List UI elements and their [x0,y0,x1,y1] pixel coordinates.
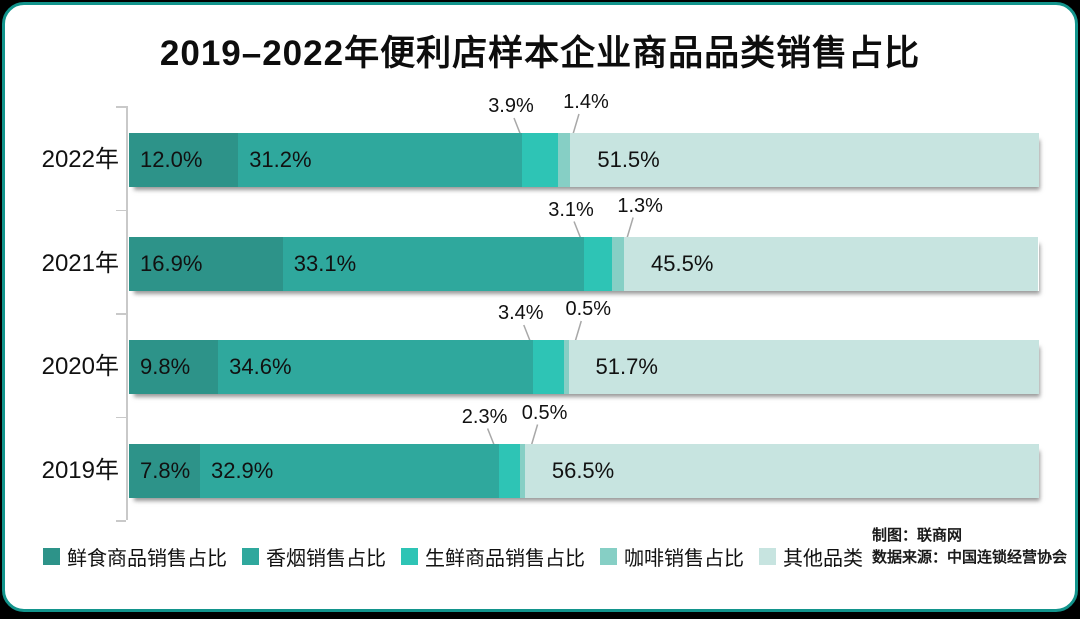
value-label: 45.5% [651,250,714,276]
bar-segment [624,236,1039,291]
bar-segment [129,340,219,394]
category-label: 2021年 [41,249,119,277]
callout-label: 3.4% [497,302,544,324]
legend-label: 香烟销售占比 [266,548,386,570]
legend-item: 其他品类 [759,542,863,571]
legend-label: 其他品类 [783,548,863,570]
bar-segment [282,236,584,291]
axis-tick [116,520,126,522]
bar-segment [129,443,200,498]
legend-item: 咖啡销售占比 [600,542,744,571]
bar-segment [568,340,1039,394]
bar-segment [557,133,571,187]
callout-label: 1.3% [617,194,663,217]
value-label: 34.6% [229,354,292,379]
bar-segment [563,340,569,394]
bar-segment [520,443,525,498]
credits: 制图：联商网 数据来源：中国连锁经营协会 [872,525,1067,569]
value-label: 7.8% [140,457,191,483]
legend-swatch-icon [242,548,259,565]
legend-swatch-icon [43,548,60,565]
callout-label: 0.5% [521,401,568,424]
value-label: 32.9% [210,457,274,483]
value-label: 16.9% [140,250,203,276]
legend-swatch-icon [759,548,776,565]
legend-item: 香烟销售占比 [242,542,386,571]
callout-label: 3.9% [488,95,534,117]
stacked-bar-chart: 2022年 12.0% 31.2% 3.9% 1.4% 51.5% 2021年 16.9% 33… [5,5,1075,609]
y-axis-line [126,106,128,520]
legend-item: 生鲜商品销售占比 [401,542,585,571]
value-label: 56.5% [551,457,615,483]
bar-segment [218,340,534,394]
legend-swatch-icon [401,548,418,565]
bar-segment [533,340,564,394]
bar-segment [129,236,283,291]
bar-segment [524,443,1039,498]
category-label: 2022年 [41,146,119,173]
bar-row [129,133,1039,187]
axis-tick [116,106,126,108]
axis-tick [116,209,126,211]
credit-author-line: 制图：联商网 [872,527,963,544]
bar-segment [199,443,500,498]
legend-label: 生鲜商品销售占比 [425,548,585,570]
callout-label: 0.5% [565,298,612,320]
credit-source-line: 数据来源：中国连锁经营协会 [872,549,1068,566]
bar-row [129,443,1039,498]
value-label: 33.1% [293,250,357,276]
bar-row [129,340,1039,394]
callout-label: 1.4% [563,91,609,113]
value-label: 51.7% [595,354,658,379]
callout-label: 2.3% [461,405,508,428]
bar-row [129,236,1039,291]
chart-title: 2019–2022年便利店样本企业商品品类销售占比 [159,34,921,73]
value-label: 9.8% [140,354,191,379]
value-label: 51.5% [597,147,660,172]
bar-segment [522,133,558,187]
bar-segment [499,443,521,498]
legend-item: 鲜食商品销售占比 [43,542,227,571]
callout-label: 3.1% [548,198,594,221]
bar-segment [583,236,613,291]
bar-segment [612,236,625,291]
bar-segment [129,133,239,187]
value-label: 31.2% [249,147,312,172]
bar-segment [570,133,1039,187]
legend-swatch-icon [600,548,617,565]
bar-segment [238,133,523,187]
category-label: 2020年 [41,353,119,380]
legend: 鲜食商品销售占比 香烟销售占比 生鲜商品销售占比 咖啡销售占比 其他品类 [43,542,863,571]
value-label: 12.0% [140,147,203,172]
category-label: 2019年 [41,456,119,484]
axis-tick [116,313,126,315]
legend-label: 鲜食商品销售占比 [67,548,227,570]
axis-tick [116,416,126,418]
legend-label: 咖啡销售占比 [624,548,744,570]
